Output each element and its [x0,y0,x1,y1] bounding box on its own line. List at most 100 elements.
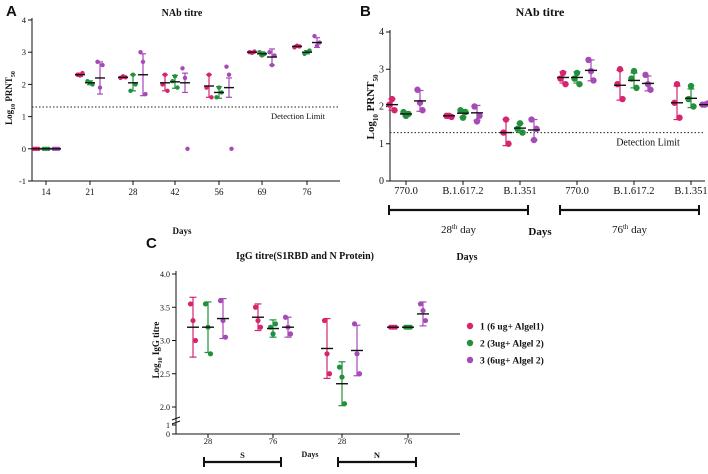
y-tick-label: 3 [22,47,26,57]
x-tick-label: 770.0 [394,186,418,197]
data-point [533,125,540,133]
data-point [571,75,578,82]
data-point [559,69,567,77]
data-point [226,72,232,77]
data-point [214,95,219,100]
x-tick-label: 28 [129,187,139,197]
data-point [252,304,259,310]
data-point [514,125,521,133]
data-point [140,59,146,65]
data-point [95,59,100,65]
data-point [321,317,328,324]
y-tick-label: 1 [166,421,170,430]
x-tick-label: B.1.617.2 [613,186,654,197]
data-point [172,74,178,79]
data-point [216,85,222,90]
panel-c-plot: 01 2.0 2.5 3.0 3.5 4.0 28 76 28 76 S N [160,270,460,467]
data-point [422,317,429,324]
data-point [505,140,512,147]
data-point [519,129,526,136]
data-point [676,114,683,121]
data-point [642,71,649,79]
panel-a-plot: -1 0 1 2 3 4 14 21 28 42 56 69 76 Detection Limit [19,15,340,197]
data-point [354,351,360,357]
data-point [206,72,212,77]
data-point [270,331,276,337]
data-point [257,324,264,330]
data-point [192,337,199,344]
x-tick-label: 76 [303,187,313,197]
data-point [314,43,320,48]
data-point [130,72,136,77]
data-point [128,88,133,94]
data-point [420,307,426,314]
data-point [272,321,279,327]
data-point [462,108,469,116]
data-point [614,80,621,88]
y-tick-label: 2 [22,79,26,89]
legend-dot-2 [466,339,474,347]
x-tick-label: 69 [258,187,268,197]
legend-label-1: 1 (6 ug+ Algel1) [480,322,544,333]
panel-label-a: A [6,3,17,20]
panel-c-ylabel: Log10 IgG titre [151,322,164,379]
legend-dot-1 [466,322,474,330]
data-point [190,317,196,324]
panel-b-ylabel: Log10 PRNT50 [365,74,380,140]
data-point [419,107,426,114]
data-point [587,67,595,75]
panel-label-c: C [146,235,157,252]
y-tick-label: 0 [22,144,26,154]
y-tick-label: 2.0 [160,403,170,412]
panel-c-days-heading: Days [456,252,477,263]
data-point [630,67,638,75]
group-label: N [374,450,381,460]
data-point [138,50,143,55]
x-tick-label: 21 [86,187,95,197]
series-2 [41,48,312,151]
data-point [471,103,478,110]
group-label: S [240,450,245,460]
data-point [267,50,272,55]
data-point [647,86,654,93]
data-point [576,80,583,88]
data-point [175,85,180,90]
data-point [180,66,185,71]
group-label: 28th day [441,223,477,236]
data-point [97,85,103,90]
x-tick-label: 14 [42,187,52,197]
y-tick-label: 1 [22,112,26,122]
y-tick-label: 3.5 [160,303,170,312]
data-point [502,116,510,123]
x-tick-label: 76 [404,436,413,446]
data-point [269,62,275,68]
y-tick-label: 3.0 [160,337,170,346]
series-1 [386,66,683,147]
detection-limit-label: Detection Limit [616,138,680,149]
series-3 [414,56,708,144]
data-point [457,107,464,114]
x-tick-label: 76 [269,436,278,446]
data-point [229,146,234,151]
data-point [185,146,190,151]
data-point [673,80,681,88]
data-point [209,95,214,100]
detection-limit-label: Detection Limit [271,111,326,121]
series-2 [202,301,414,407]
data-point [528,116,535,123]
panel-b-xlabel: Days [528,226,552,238]
x-tick-label: B.1.351 [503,186,536,197]
data-point [287,331,294,337]
data-point [391,107,398,114]
legend-label-2: 2 (3ug+ Algel 2) [480,339,544,350]
y-tick-label: -1 [19,176,26,186]
panel-a-xlabel: Days [172,226,191,236]
panel-b-plot: 0 1 2 3 4 770.0 B.1.617.2 B.1.351 770.0 B.1.617.2… [379,27,708,236]
data-point [207,351,214,357]
x-tick-label: B.1.351 [674,186,707,197]
y-tick-label: 2 [379,102,384,113]
data-point [162,72,168,77]
panel-c-title: IgG titre(S1RBD and N Protein) [236,251,374,262]
